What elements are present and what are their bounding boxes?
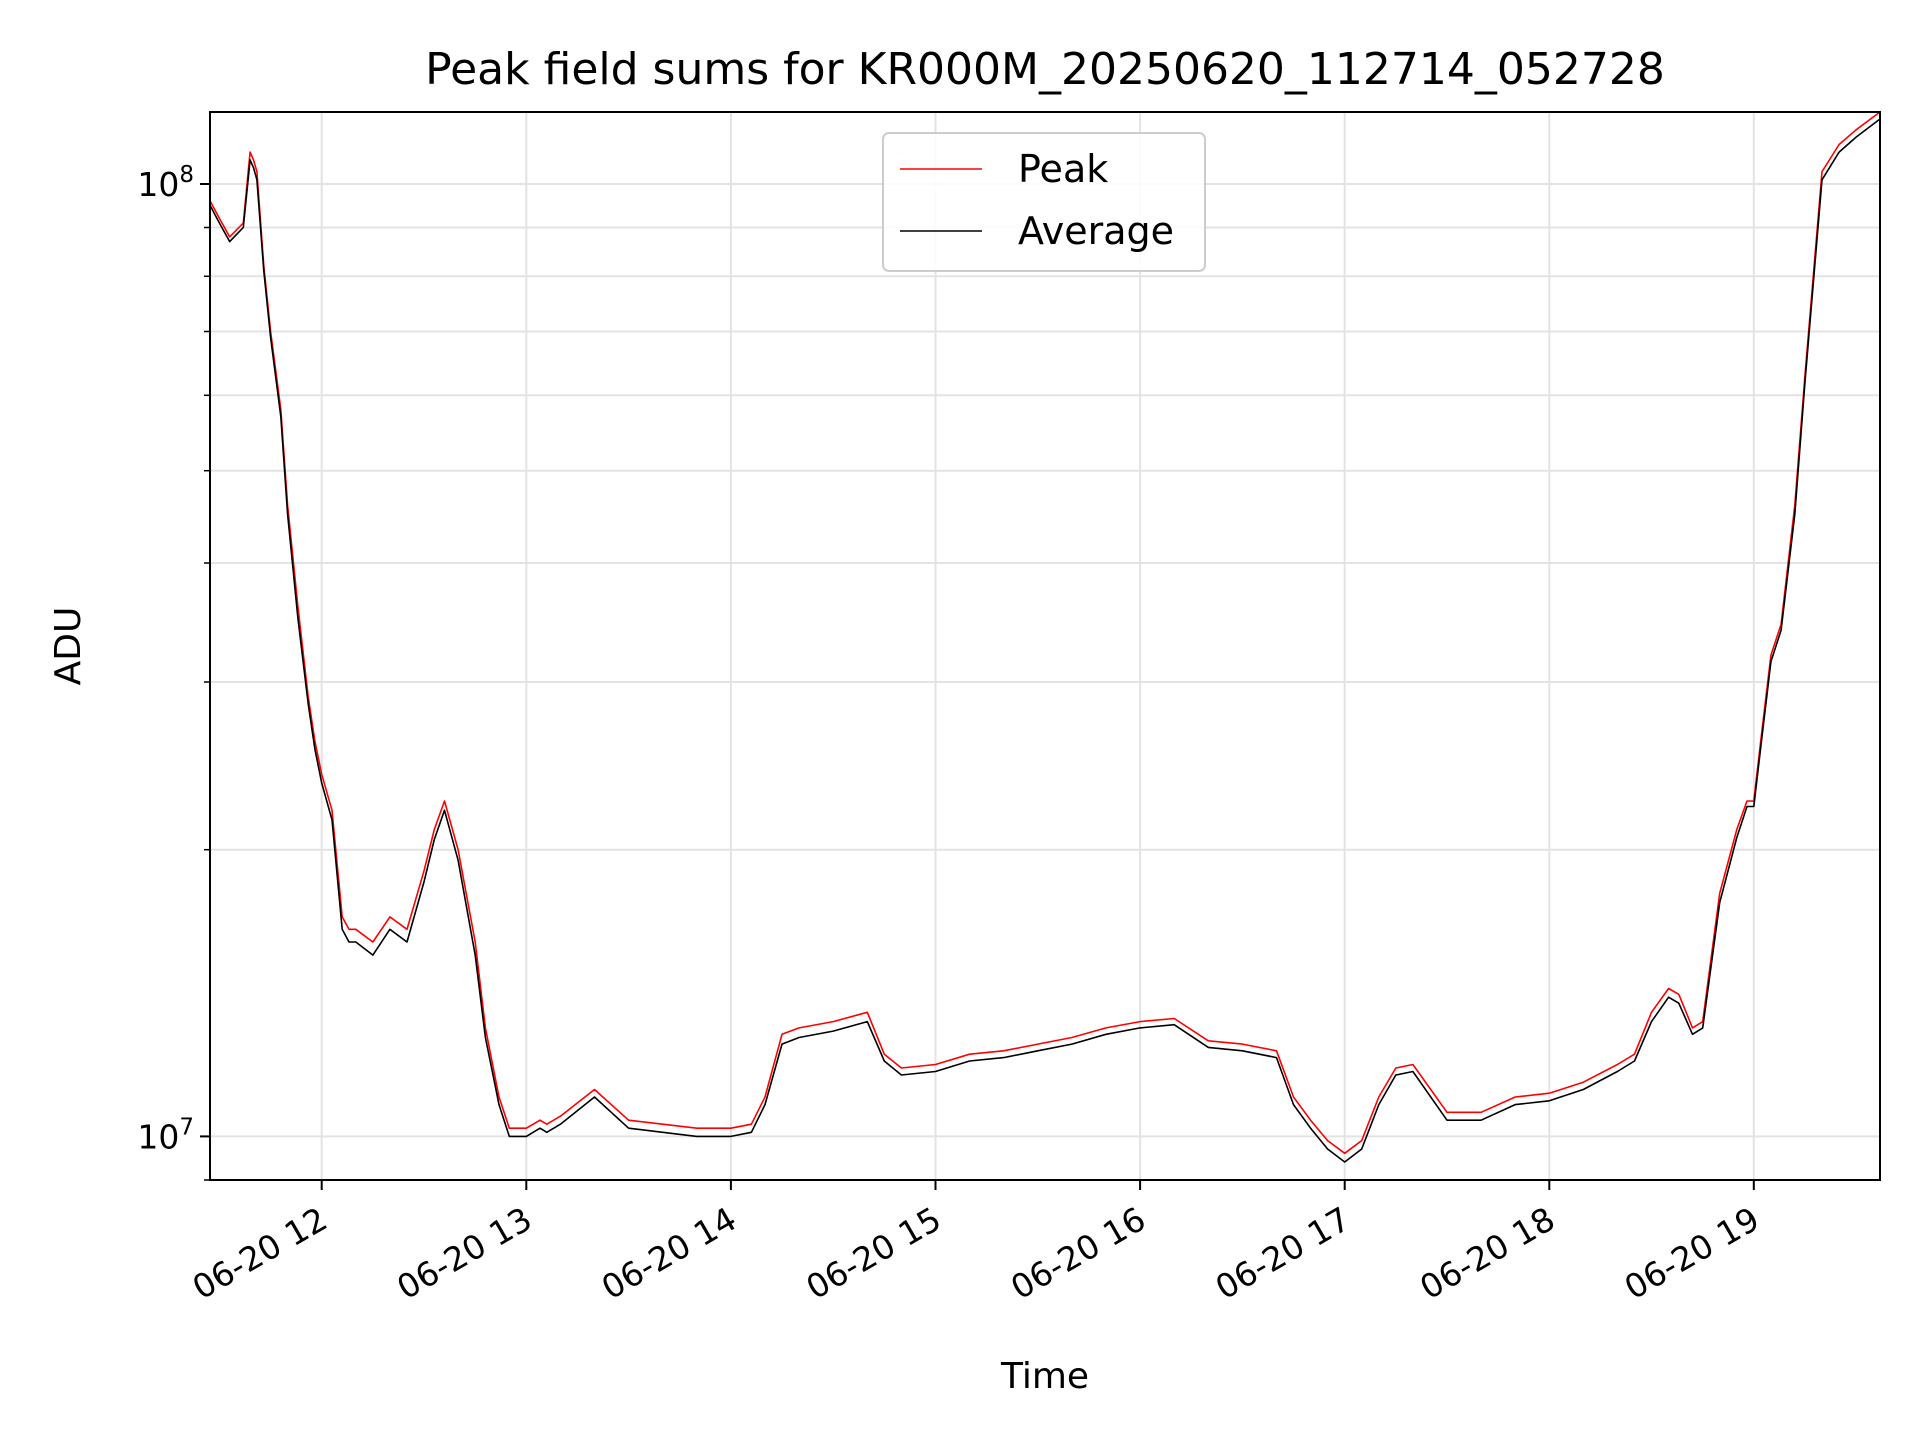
y-tick-base: 10 bbox=[137, 1117, 179, 1156]
legend: Peak Average bbox=[882, 132, 1206, 272]
plot-frame bbox=[209, 111, 1881, 1181]
series-peak-line bbox=[209, 111, 1881, 1155]
y-tick-base: 10 bbox=[137, 165, 179, 204]
series-average-line bbox=[209, 118, 1881, 1163]
series-layer bbox=[209, 111, 1881, 1163]
legend-box bbox=[882, 132, 1206, 272]
y-tick-label: 108 bbox=[137, 162, 194, 204]
x-axis-label: Time bbox=[1000, 1356, 1089, 1397]
y-tick-label: 107 bbox=[137, 1114, 194, 1156]
chart-title: Peak field sums for KR000M_20250620_1127… bbox=[425, 44, 1665, 95]
y-tick-exponent: 7 bbox=[179, 1114, 194, 1140]
y-tick-exponent: 8 bbox=[179, 162, 194, 188]
legend-average-label: Average bbox=[1018, 209, 1174, 253]
legend-peak-label: Peak bbox=[1018, 147, 1108, 191]
y-axis-label: ADU bbox=[48, 607, 89, 686]
